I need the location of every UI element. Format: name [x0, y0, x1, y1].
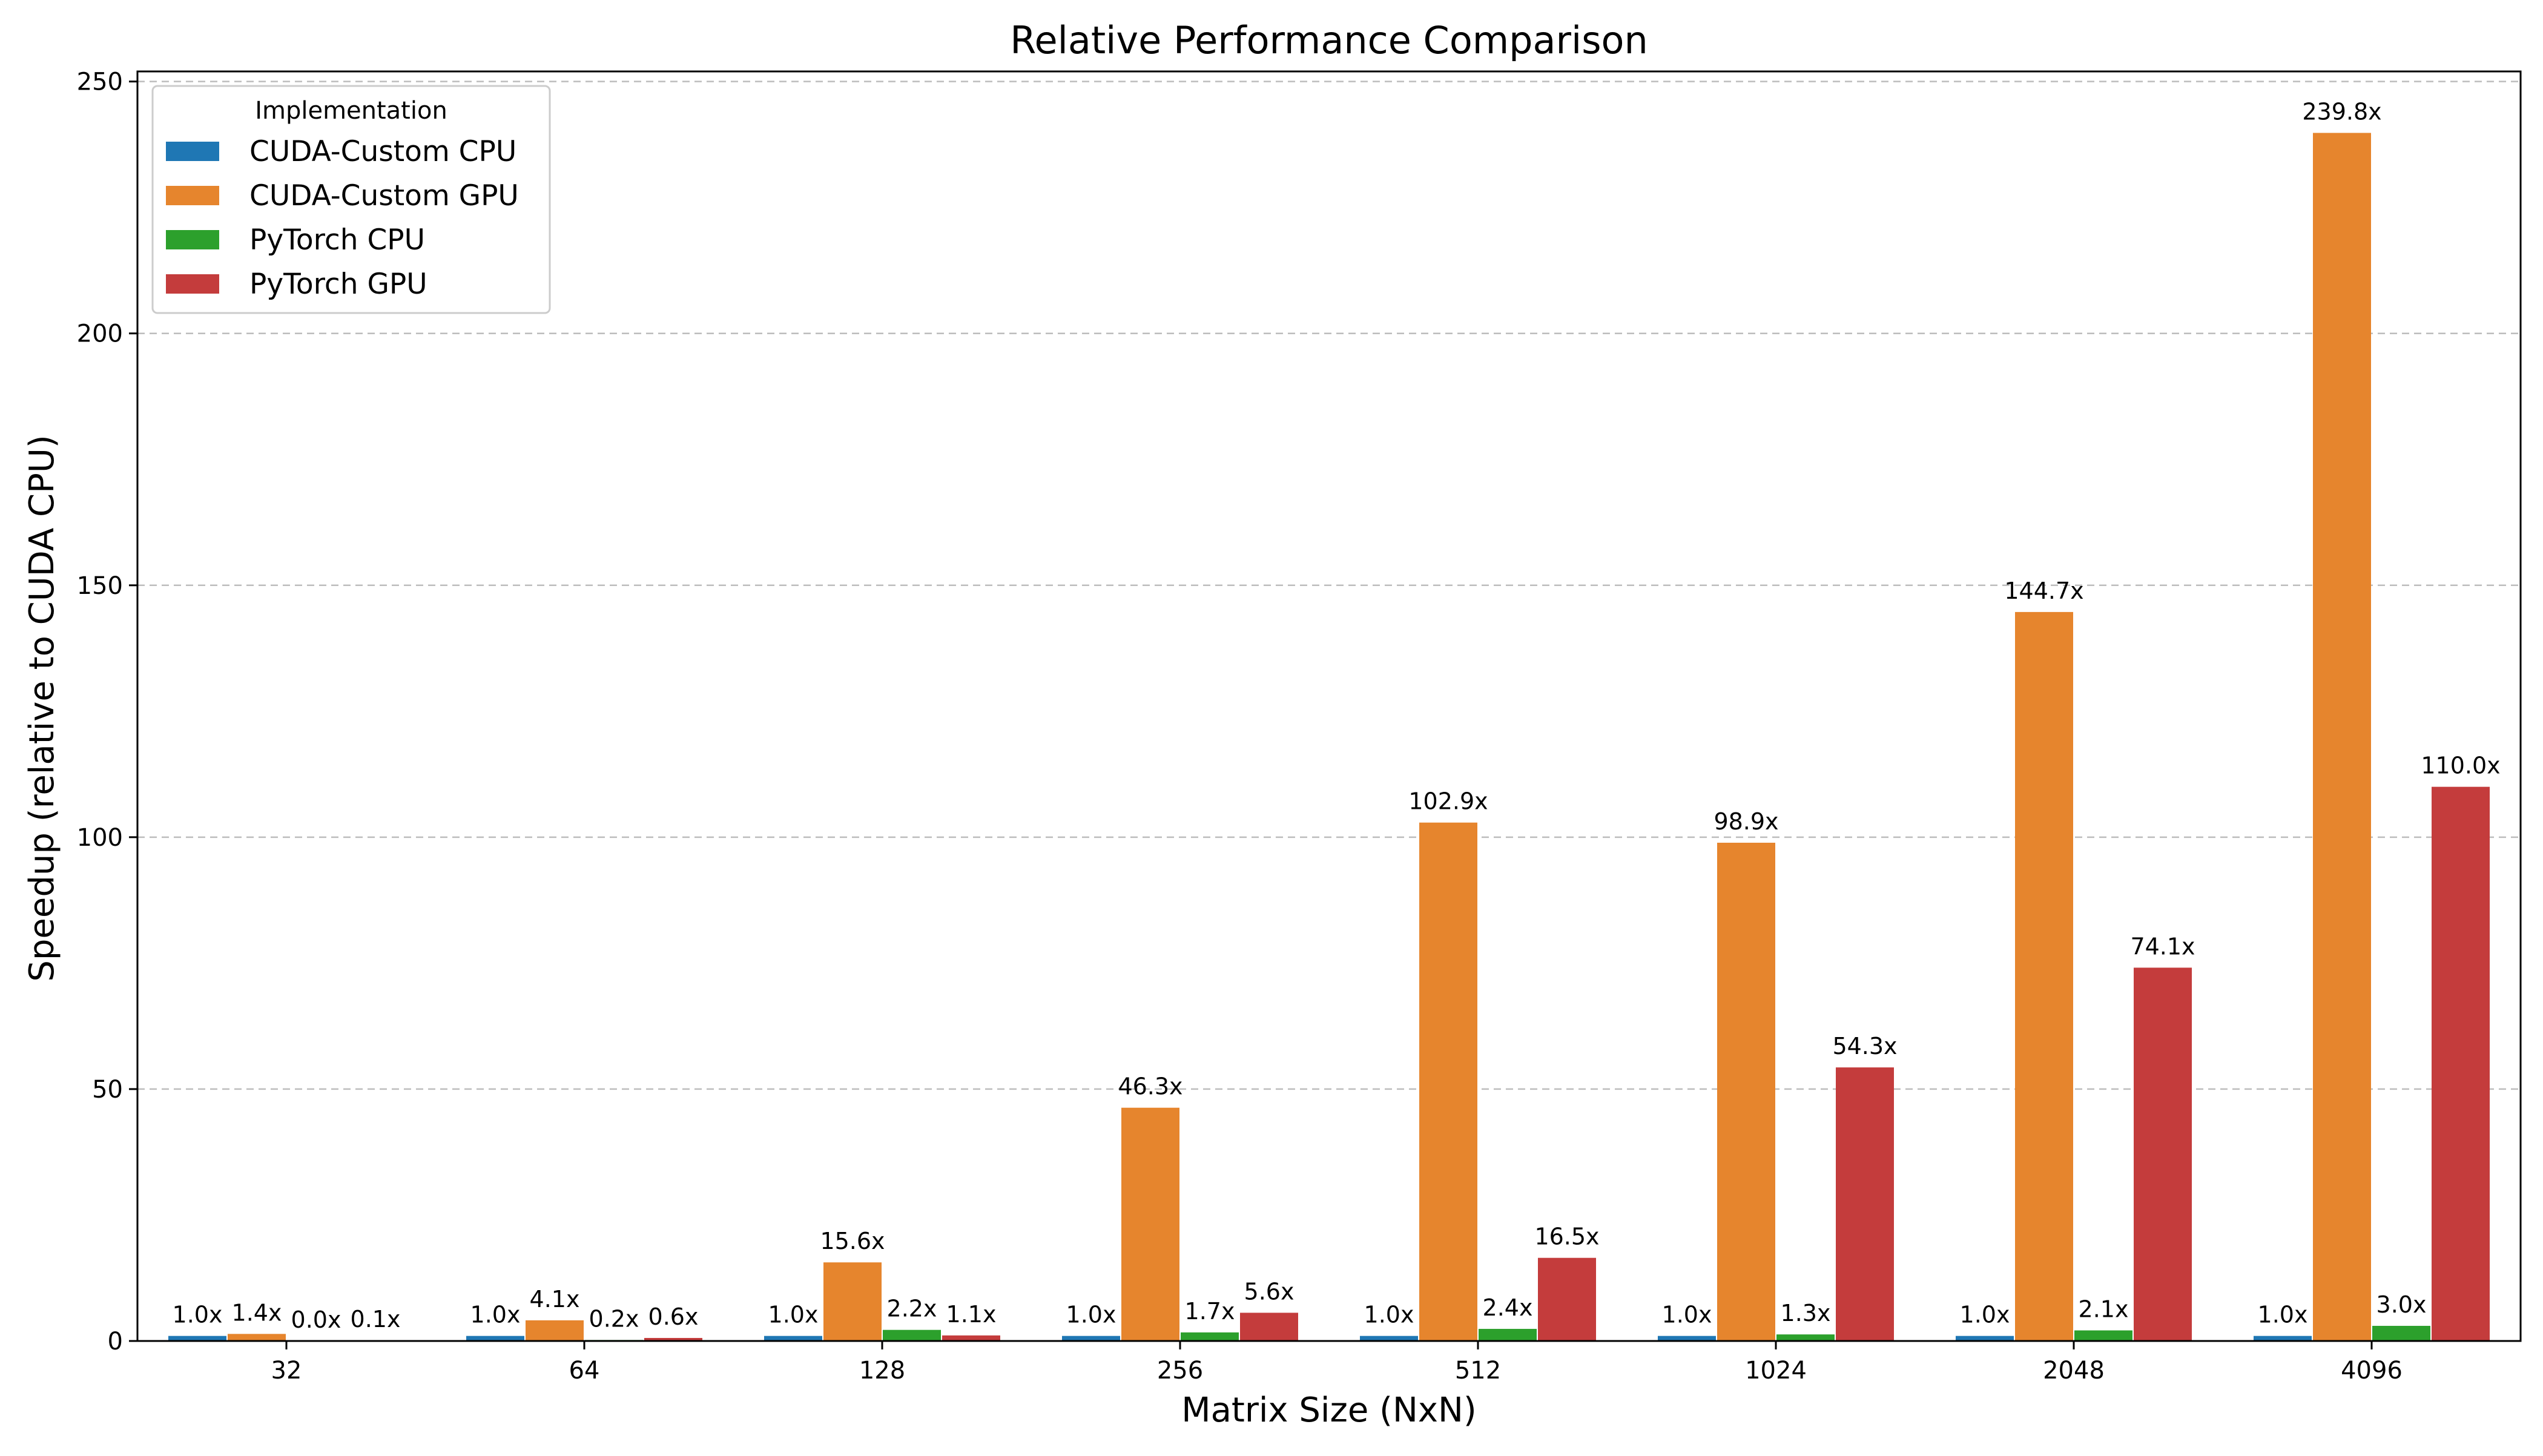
legend-entry-label: CUDA-Custom CPU	[249, 135, 516, 168]
y-tick-label: 200	[77, 320, 123, 348]
data-label: 46.3x	[1118, 1073, 1182, 1100]
data-label: 1.7x	[1185, 1298, 1235, 1325]
data-label: 0.1x	[351, 1306, 401, 1332]
bars	[168, 133, 2490, 1341]
x-tick-label: 32	[271, 1357, 302, 1385]
data-label: 1.1x	[946, 1301, 997, 1328]
x-tick-label: 256	[1157, 1357, 1203, 1385]
bar	[2372, 1326, 2430, 1341]
bar	[2254, 1336, 2312, 1341]
data-label: 1.0x	[2258, 1302, 2308, 1328]
data-label: 1.0x	[1066, 1302, 1116, 1328]
gridlines	[137, 81, 2521, 1090]
y-tick-label: 100	[77, 824, 123, 852]
data-label: 239.8x	[2302, 99, 2381, 125]
bar	[1240, 1313, 1298, 1341]
data-label: 0.0x	[291, 1306, 341, 1333]
bar	[1836, 1067, 1894, 1341]
data-label: 54.3x	[1832, 1033, 1897, 1059]
data-label: 0.6x	[648, 1303, 699, 1330]
bar	[1956, 1336, 2014, 1341]
bar	[228, 1334, 286, 1341]
bar	[2134, 967, 2192, 1341]
bar	[883, 1329, 941, 1341]
bar	[1538, 1257, 1596, 1341]
data-label: 74.1x	[2130, 933, 2195, 960]
data-label: 3.0x	[2376, 1291, 2427, 1318]
legend-entry-label: PyTorch CPU	[249, 223, 425, 257]
data-label: 2.2x	[887, 1296, 937, 1322]
data-label: 102.9x	[1408, 788, 1488, 815]
data-label: 1.4x	[232, 1299, 282, 1326]
bar	[1717, 843, 1775, 1341]
bar	[1062, 1336, 1120, 1341]
bar	[2074, 1330, 2132, 1341]
data-label: 2.1x	[2079, 1296, 2129, 1323]
bar	[526, 1320, 584, 1341]
data-label: 110.0x	[2421, 753, 2500, 779]
bar	[466, 1336, 524, 1341]
legend-swatch	[166, 274, 219, 294]
bar	[1360, 1336, 1418, 1341]
chart-title: Relative Performance Comparison	[1010, 18, 1648, 62]
data-label: 15.6x	[820, 1228, 885, 1254]
legend-entry-label: CUDA-Custom GPU	[249, 179, 519, 212]
bar	[2432, 786, 2490, 1341]
x-tick-label: 2048	[2043, 1357, 2105, 1385]
data-labels: 1.0x 1.4x 0.0x 0.1x 1.0x 4.1x 0.2x 0.6x 1.0x 15.6…	[173, 99, 2501, 1333]
bar	[1121, 1107, 1179, 1341]
data-label: 1.0x	[1364, 1302, 1414, 1328]
y-tick-label: 250	[77, 68, 123, 96]
bar	[823, 1262, 882, 1341]
y-tick-label: 0	[108, 1328, 123, 1356]
data-label: 4.1x	[530, 1286, 580, 1313]
y-tick-label: 50	[92, 1076, 123, 1104]
bar	[168, 1336, 226, 1341]
x-tick-label: 4096	[2341, 1357, 2403, 1385]
bar	[1479, 1329, 1537, 1341]
data-label: 144.7x	[2004, 578, 2083, 604]
data-label: 1.0x	[470, 1302, 521, 1328]
bar	[942, 1335, 1000, 1341]
data-label: 1.0x	[1662, 1302, 1712, 1328]
bar	[2015, 611, 2073, 1341]
bar	[2313, 133, 2371, 1341]
x-tick-label: 512	[1455, 1357, 1501, 1385]
x-tick-label: 1024	[1745, 1357, 1807, 1385]
data-label: 0.2x	[589, 1305, 639, 1332]
x-tick-label: 64	[569, 1357, 600, 1385]
y-tick-label: 150	[77, 572, 123, 600]
bar	[644, 1338, 702, 1341]
data-label: 5.6x	[1244, 1278, 1295, 1305]
data-label: 16.5x	[1534, 1224, 1599, 1250]
legend-title: Implementation	[255, 97, 447, 125]
data-label: 1.0x	[1960, 1302, 2010, 1328]
data-label: 98.9x	[1713, 808, 1778, 835]
legend-box	[151, 85, 551, 314]
x-axis-label: Matrix Size (NxN)	[1181, 1391, 1476, 1430]
bar	[1658, 1336, 1716, 1341]
x-tick-label: 128	[859, 1357, 905, 1385]
bar	[1776, 1334, 1835, 1341]
legend-swatch	[166, 230, 219, 249]
axes: 0 50 100 150 200 250 32 64 128 256 512 1024 2048 4096	[77, 68, 2522, 1385]
data-label: 1.0x	[768, 1302, 819, 1328]
legend-entry-label: PyTorch GPU	[249, 268, 427, 301]
plot-frame	[136, 70, 2522, 1342]
legend-swatch	[166, 142, 219, 161]
data-label: 1.0x	[173, 1302, 223, 1328]
bar	[1419, 822, 1477, 1341]
y-axis-label: Speedup (relative to CUDA CPU)	[22, 435, 62, 981]
bar	[764, 1336, 822, 1341]
data-label: 1.3x	[1781, 1300, 1831, 1326]
data-label: 2.4x	[1483, 1294, 1533, 1321]
bar	[1181, 1332, 1239, 1341]
legend: Implementation CUDA-Custom CPU CUDA-Custo…	[151, 85, 551, 314]
legend-swatch	[166, 186, 219, 205]
